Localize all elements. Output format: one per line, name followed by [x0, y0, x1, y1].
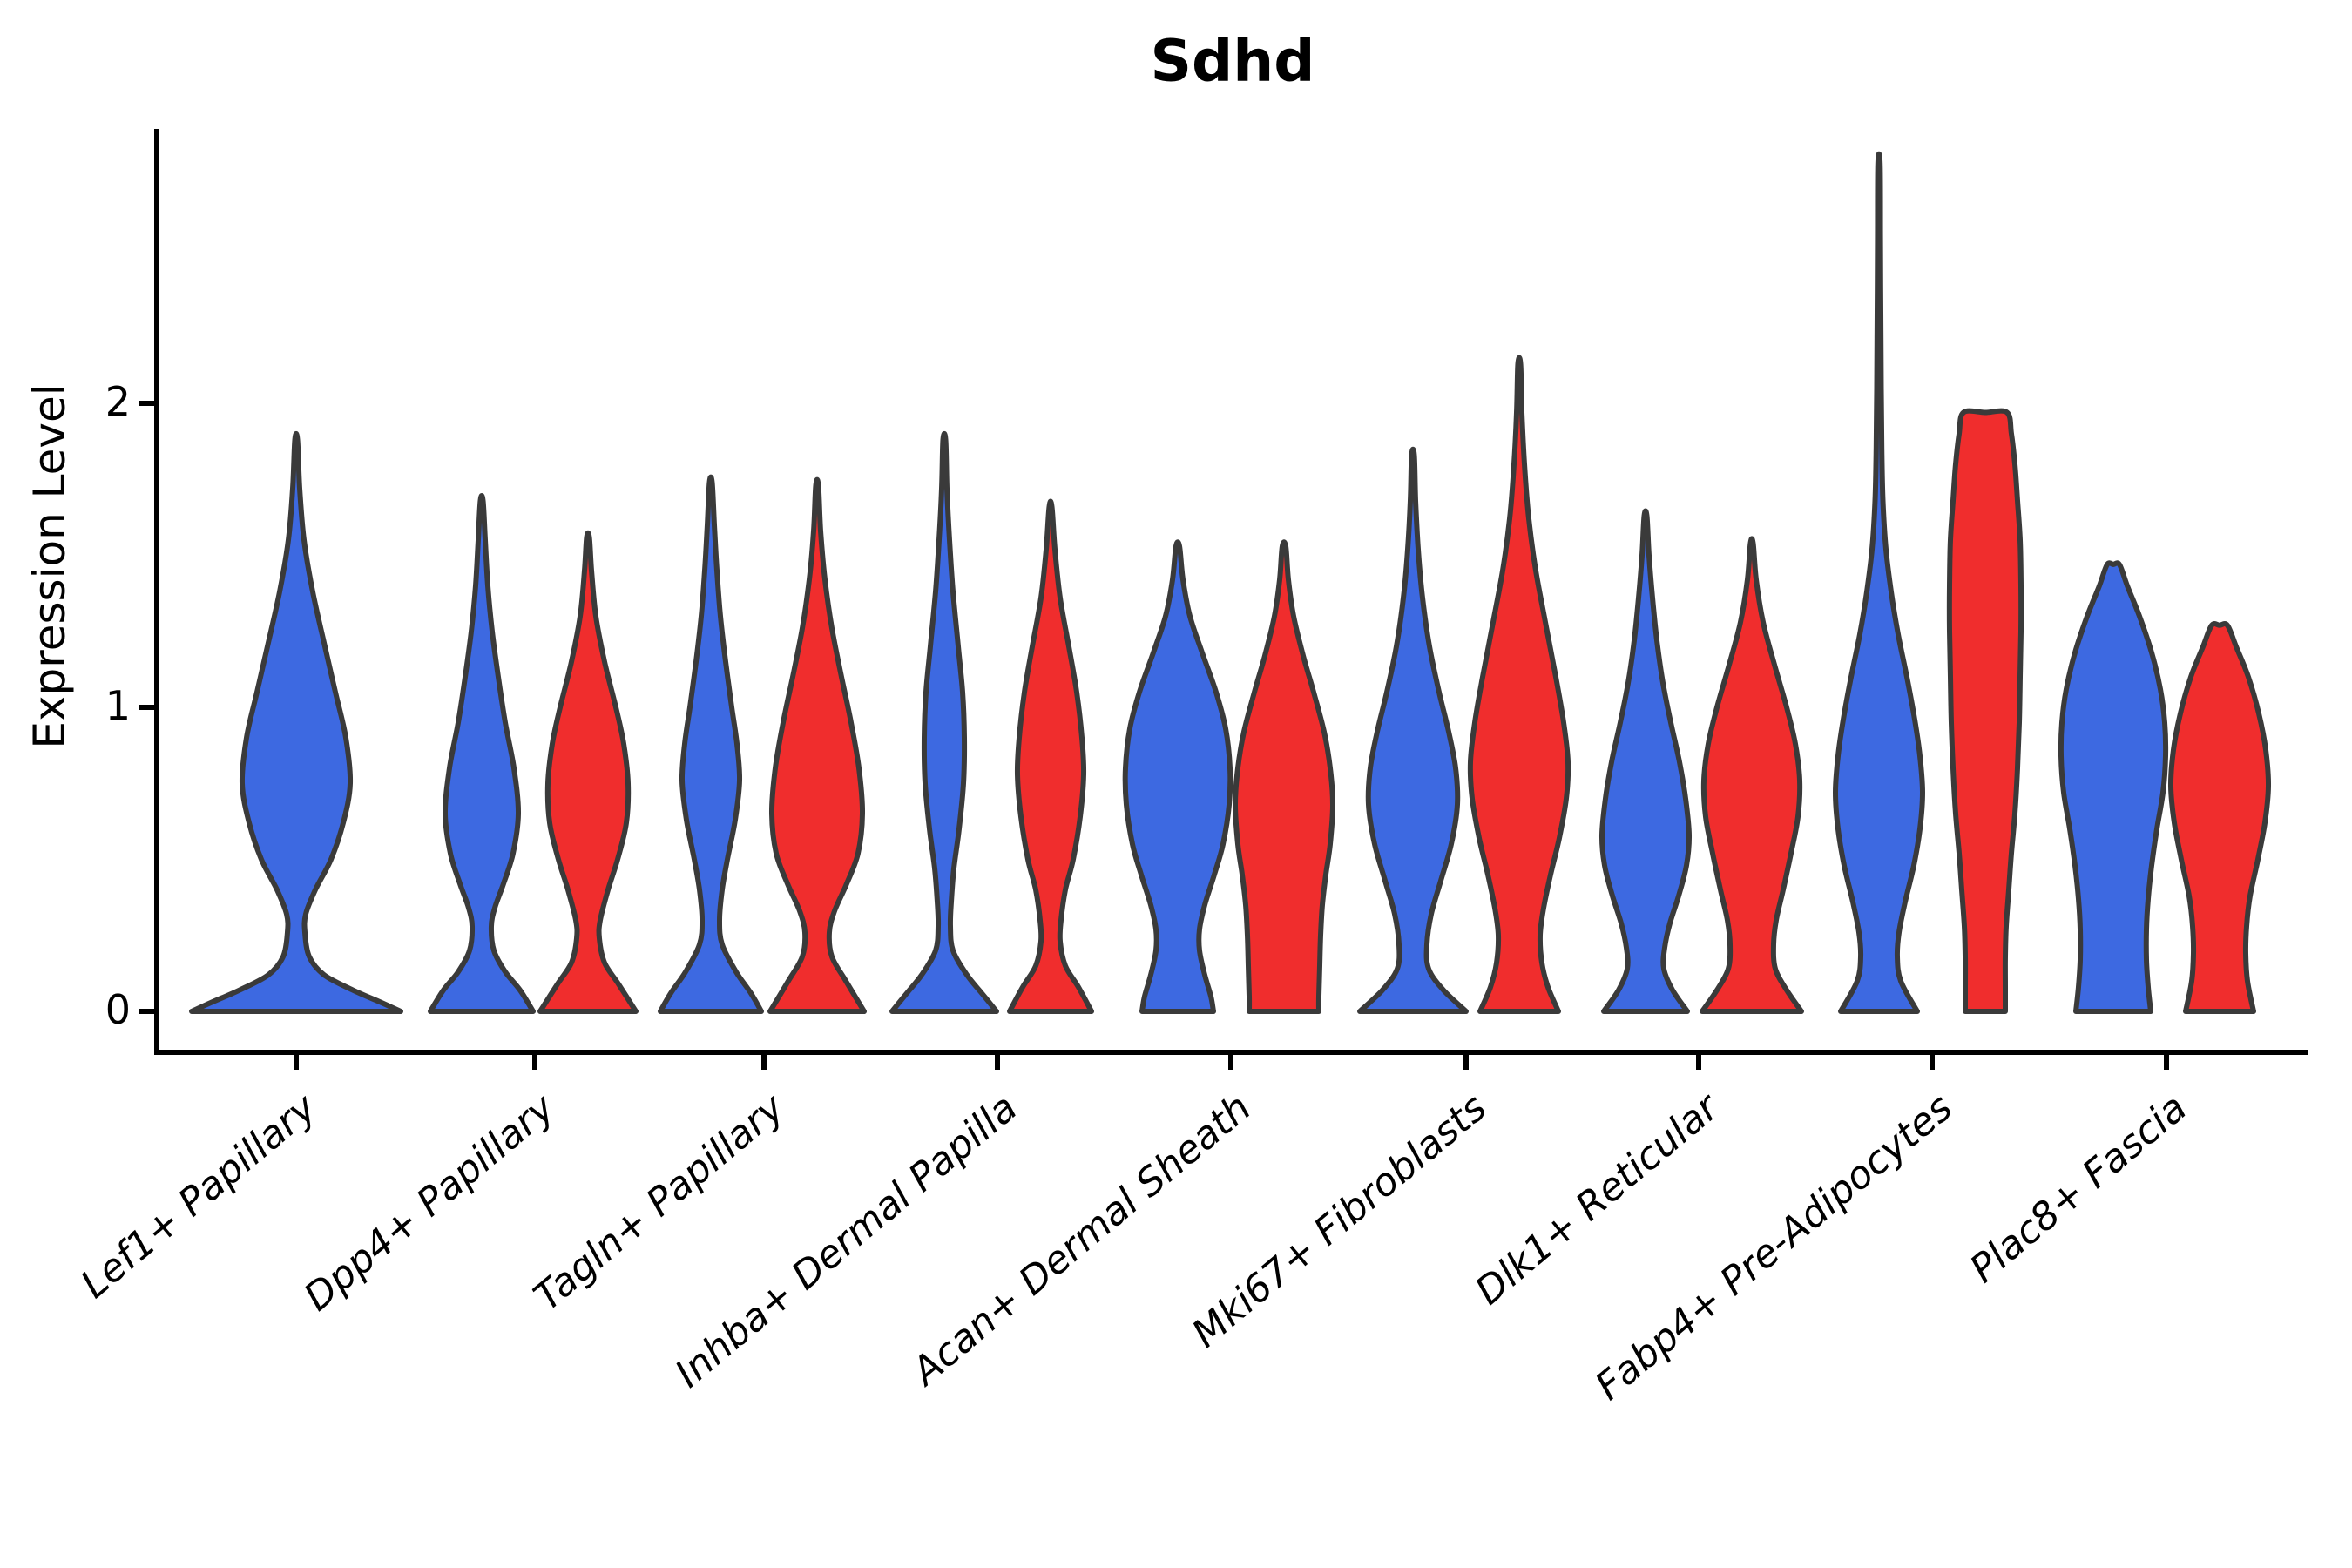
- violin-blue-1: [428, 493, 536, 1014]
- violins-layer: [189, 151, 2272, 1014]
- violin-blue-6: [1598, 508, 1693, 1014]
- violin-red-2: [767, 476, 867, 1014]
- violin-blue-0: [189, 430, 403, 1014]
- violin-blue-2: [658, 474, 764, 1014]
- violin-blue-7: [1833, 151, 1925, 1014]
- violin-blue-3: [889, 430, 999, 1014]
- violin-red-4: [1233, 539, 1335, 1014]
- violin-blue-5: [1357, 446, 1469, 1014]
- violin-red-6: [1700, 536, 1804, 1014]
- violin-blue-4: [1122, 539, 1233, 1014]
- axes-layer: [139, 129, 2308, 1070]
- violin-red-5: [1467, 355, 1571, 1014]
- violin-red-8: [2167, 621, 2272, 1014]
- violin-red-3: [1007, 498, 1094, 1014]
- tick-marks-layer: [139, 401, 2169, 1070]
- violin-red-7: [1946, 408, 2024, 1014]
- violin-red-1: [537, 530, 639, 1014]
- y-axis-label: Expression Level: [24, 383, 75, 749]
- chart-title: Sdhd: [1150, 27, 1315, 95]
- violin-blue-8: [2058, 560, 2169, 1014]
